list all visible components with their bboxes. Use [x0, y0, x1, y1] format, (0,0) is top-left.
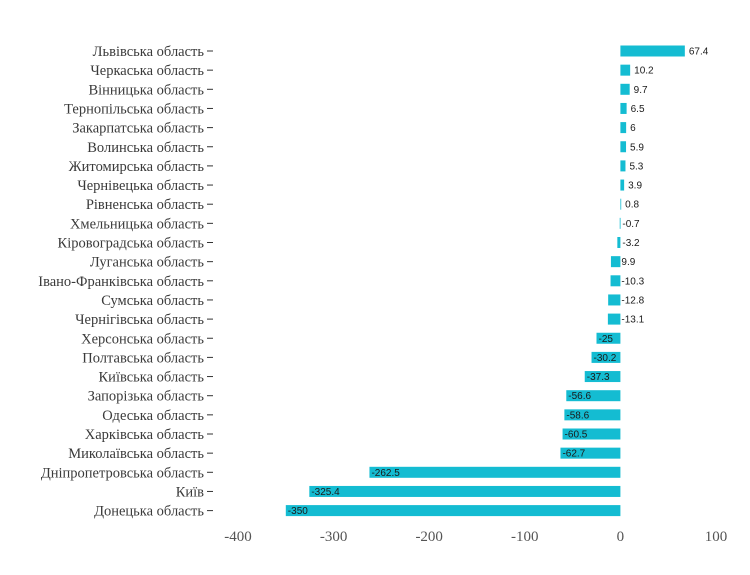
bar [617, 237, 621, 248]
data-label: -58.6 [566, 410, 589, 421]
data-label: 0.8 [625, 200, 639, 211]
bar [620, 198, 622, 210]
bar [620, 141, 627, 153]
bar [620, 160, 626, 172]
data-label: -10.3 [621, 276, 644, 287]
category-label: Київська область [99, 370, 205, 386]
category-label: Чернівецька область [77, 178, 204, 194]
bar [562, 428, 621, 440]
data-label: 67.4 [689, 47, 709, 58]
bar [610, 275, 621, 287]
category-label: Херсонська область [81, 331, 204, 347]
category-label: Київ [176, 484, 204, 500]
category-label: Івано-Франківська область [38, 274, 204, 290]
data-label: -3.2 [622, 238, 640, 249]
category-labels: Львівська область Черкаська область Вінниц… [38, 44, 213, 520]
bar [584, 371, 621, 383]
bar [309, 485, 621, 497]
category-label: Львівська область [93, 44, 205, 60]
data-label: -37.3 [587, 372, 610, 383]
data-labels: 67.4 10.2 9.7 6.5 6 5.9 5.3 3.9 0.8 -0.7 -3.2 9.9 -1… [288, 47, 709, 518]
category-label: Волинська область [87, 140, 204, 156]
data-label: -56.6 [568, 391, 591, 402]
bar [566, 390, 621, 402]
category-label: Донецька область [94, 504, 204, 520]
x-tick-label: -400 [224, 529, 252, 545]
bar [564, 409, 621, 421]
data-label: 9.9 [621, 257, 635, 268]
bar [619, 217, 621, 229]
category-label: Черкаська область [90, 63, 204, 79]
x-tick-label: -200 [415, 529, 443, 545]
category-label: Кіровоградська область [58, 236, 205, 252]
category-label: Житомирська область [69, 159, 205, 175]
bar [620, 102, 627, 114]
category-label: Рівненська область [86, 197, 205, 213]
category-label: Вінницька область [88, 82, 204, 98]
data-label: -25 [599, 334, 614, 345]
data-label: -30.2 [594, 353, 617, 364]
data-label: -262.5 [371, 468, 400, 479]
x-tick-label: -100 [511, 529, 539, 545]
category-label: Сумська область [101, 293, 204, 309]
bar [285, 505, 621, 517]
x-axis: -400 -300 -200 -100 0 100 [224, 529, 727, 545]
category-label: Одеська область [102, 408, 204, 424]
category-label: Дніпропетровська область [41, 465, 205, 481]
bar [620, 83, 630, 95]
category-label: Тернопільська область [64, 101, 204, 117]
bars [285, 45, 685, 517]
bar [620, 179, 625, 191]
data-label: 5.9 [630, 142, 644, 153]
data-label: -12.8 [621, 295, 644, 306]
data-label: -60.5 [565, 430, 588, 441]
data-label: -13.1 [621, 315, 644, 326]
bar [620, 45, 685, 57]
x-tick-label: 100 [705, 529, 728, 545]
bar [369, 466, 621, 478]
category-label: Закарпатська область [72, 121, 204, 137]
category-label: Харківська область [85, 427, 205, 443]
bar [560, 447, 621, 459]
category-label: Полтавська область [82, 350, 204, 366]
bar [607, 313, 621, 325]
data-label: -325.4 [311, 487, 340, 498]
data-label: 5.3 [629, 161, 643, 172]
x-tick-label: -300 [320, 529, 348, 545]
category-label: Запорізька область [88, 389, 205, 405]
data-label: 9.7 [634, 85, 648, 96]
category-label: Хмельницька область [70, 216, 204, 232]
category-label: Миколаївська область [68, 446, 204, 462]
x-tick-label: 0 [617, 529, 625, 545]
bar [610, 256, 621, 268]
data-label: -0.7 [622, 219, 640, 230]
data-label: -62.7 [562, 449, 585, 460]
category-label: Чернігівська область [75, 312, 204, 328]
bar [591, 351, 621, 363]
bar [620, 122, 627, 134]
data-label: 6 [630, 123, 636, 134]
data-label: 10.2 [634, 66, 654, 77]
bar [608, 294, 621, 306]
data-label: 3.9 [628, 181, 642, 192]
data-label: -350 [288, 506, 308, 517]
bar [596, 332, 621, 344]
category-label: Луганська область [90, 255, 205, 271]
data-label: 6.5 [631, 104, 645, 115]
bar [620, 64, 631, 76]
